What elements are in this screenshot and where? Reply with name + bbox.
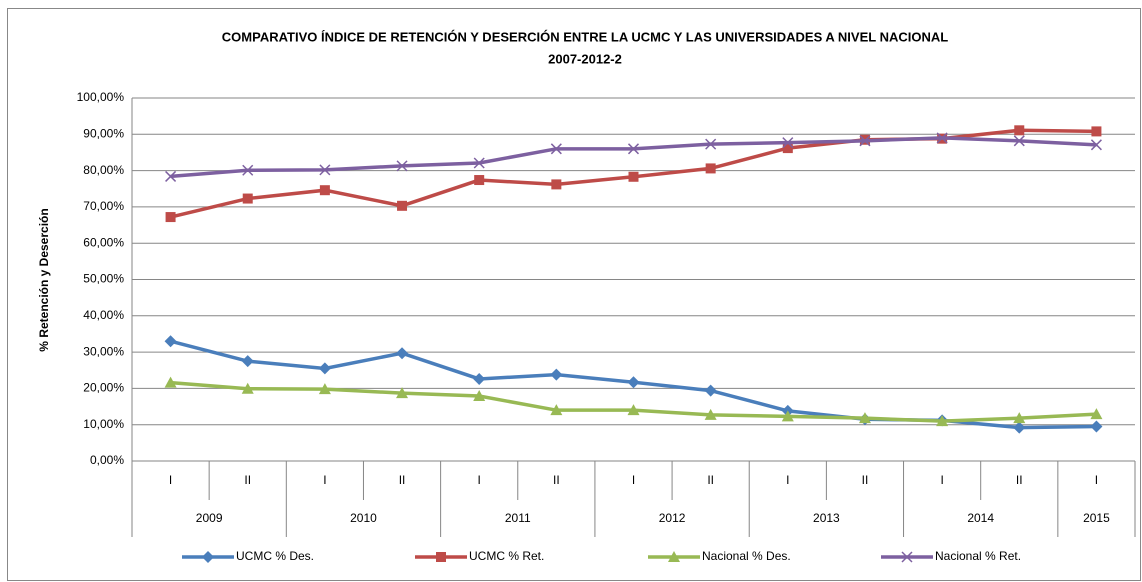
y-tick-label: 60,00% — [83, 235, 124, 249]
x-tick-label: II — [707, 473, 714, 487]
y-tick-label: 80,00% — [83, 163, 124, 177]
point — [396, 160, 408, 172]
y-tick-label: 50,00% — [83, 272, 124, 286]
legend-label: Nacional % Ret. — [935, 549, 1021, 563]
point — [241, 382, 254, 394]
point — [627, 376, 640, 389]
y-tick-label: 100,00% — [77, 90, 125, 104]
y-tick-label: 30,00% — [83, 344, 124, 358]
point — [473, 157, 485, 169]
point — [396, 387, 409, 399]
point — [474, 175, 485, 186]
x-tick-label: II — [862, 473, 869, 487]
point — [318, 383, 331, 395]
x-group-label: 2015 — [1083, 511, 1110, 525]
legend-label: UCMC % Des. — [236, 549, 314, 563]
y-tick-label: 20,00% — [83, 381, 124, 395]
point — [318, 362, 331, 375]
x-tick-label: II — [244, 473, 251, 487]
point — [858, 412, 871, 424]
point — [936, 132, 948, 144]
x-tick-label: II — [553, 473, 560, 487]
x-group-label: 2011 — [505, 511, 531, 525]
y-tick-label: 90,00% — [83, 126, 124, 140]
point — [628, 171, 639, 182]
x-tick-label: I — [940, 473, 943, 487]
x-tick-label: I — [1095, 473, 1098, 487]
point — [627, 404, 640, 416]
point — [241, 355, 254, 368]
x-tick-label: I — [478, 473, 481, 487]
point — [1013, 135, 1025, 147]
x-tick-label: I — [169, 473, 172, 487]
point — [165, 170, 177, 182]
x-group-label: 2013 — [813, 511, 840, 525]
x-group-label: 2012 — [659, 511, 686, 525]
point — [473, 372, 486, 385]
x-tick-label: II — [1016, 473, 1023, 487]
point — [859, 135, 871, 147]
y-axis-label: % Retención y Deserción — [37, 208, 51, 351]
point — [936, 415, 949, 427]
point — [242, 193, 253, 204]
point — [319, 185, 330, 196]
point — [627, 143, 640, 155]
point — [1014, 125, 1025, 136]
point — [551, 179, 562, 190]
point — [164, 335, 177, 348]
legend-marker — [668, 551, 680, 562]
x-tick-label: I — [786, 473, 789, 487]
legend-marker — [436, 552, 446, 562]
legend-label: Nacional % Des. — [702, 549, 791, 563]
point — [242, 164, 254, 176]
point — [550, 368, 563, 381]
x-tick-label: II — [399, 473, 406, 487]
point — [397, 200, 408, 211]
point — [782, 143, 793, 154]
chart-title: COMPARATIVO ÍNDICE DE RETENCIÓN Y DESERC… — [222, 29, 948, 44]
point — [1013, 421, 1026, 434]
point — [1091, 126, 1102, 137]
legend-label: UCMC % Ret. — [469, 549, 544, 563]
y-tick-label: 40,00% — [83, 308, 124, 322]
point — [473, 390, 486, 402]
point — [704, 384, 717, 397]
point — [705, 138, 717, 150]
x-tick-label: I — [632, 473, 635, 487]
legend-marker — [901, 551, 913, 563]
chart-frame — [7, 8, 1141, 581]
x-tick-label: I — [323, 473, 326, 487]
point — [782, 137, 794, 149]
point — [1090, 408, 1103, 420]
point — [781, 410, 794, 422]
x-group-label: 2009 — [196, 511, 223, 525]
x-group-label: 2010 — [350, 511, 377, 525]
point — [705, 163, 716, 174]
point — [1013, 412, 1026, 424]
point — [319, 164, 331, 176]
point — [396, 347, 409, 360]
point — [1090, 420, 1103, 433]
x-group-label: 2014 — [967, 511, 994, 525]
point — [550, 143, 562, 155]
legend-marker — [202, 551, 214, 563]
chart-subtitle: 2007-2012-2 — [548, 51, 622, 66]
point — [704, 408, 717, 420]
point — [1090, 139, 1102, 151]
y-tick-label: 10,00% — [83, 417, 124, 431]
point — [165, 212, 176, 223]
point — [550, 404, 563, 416]
point — [164, 376, 177, 388]
y-tick-label: 70,00% — [83, 199, 124, 213]
y-tick-label: 0,00% — [90, 453, 124, 467]
